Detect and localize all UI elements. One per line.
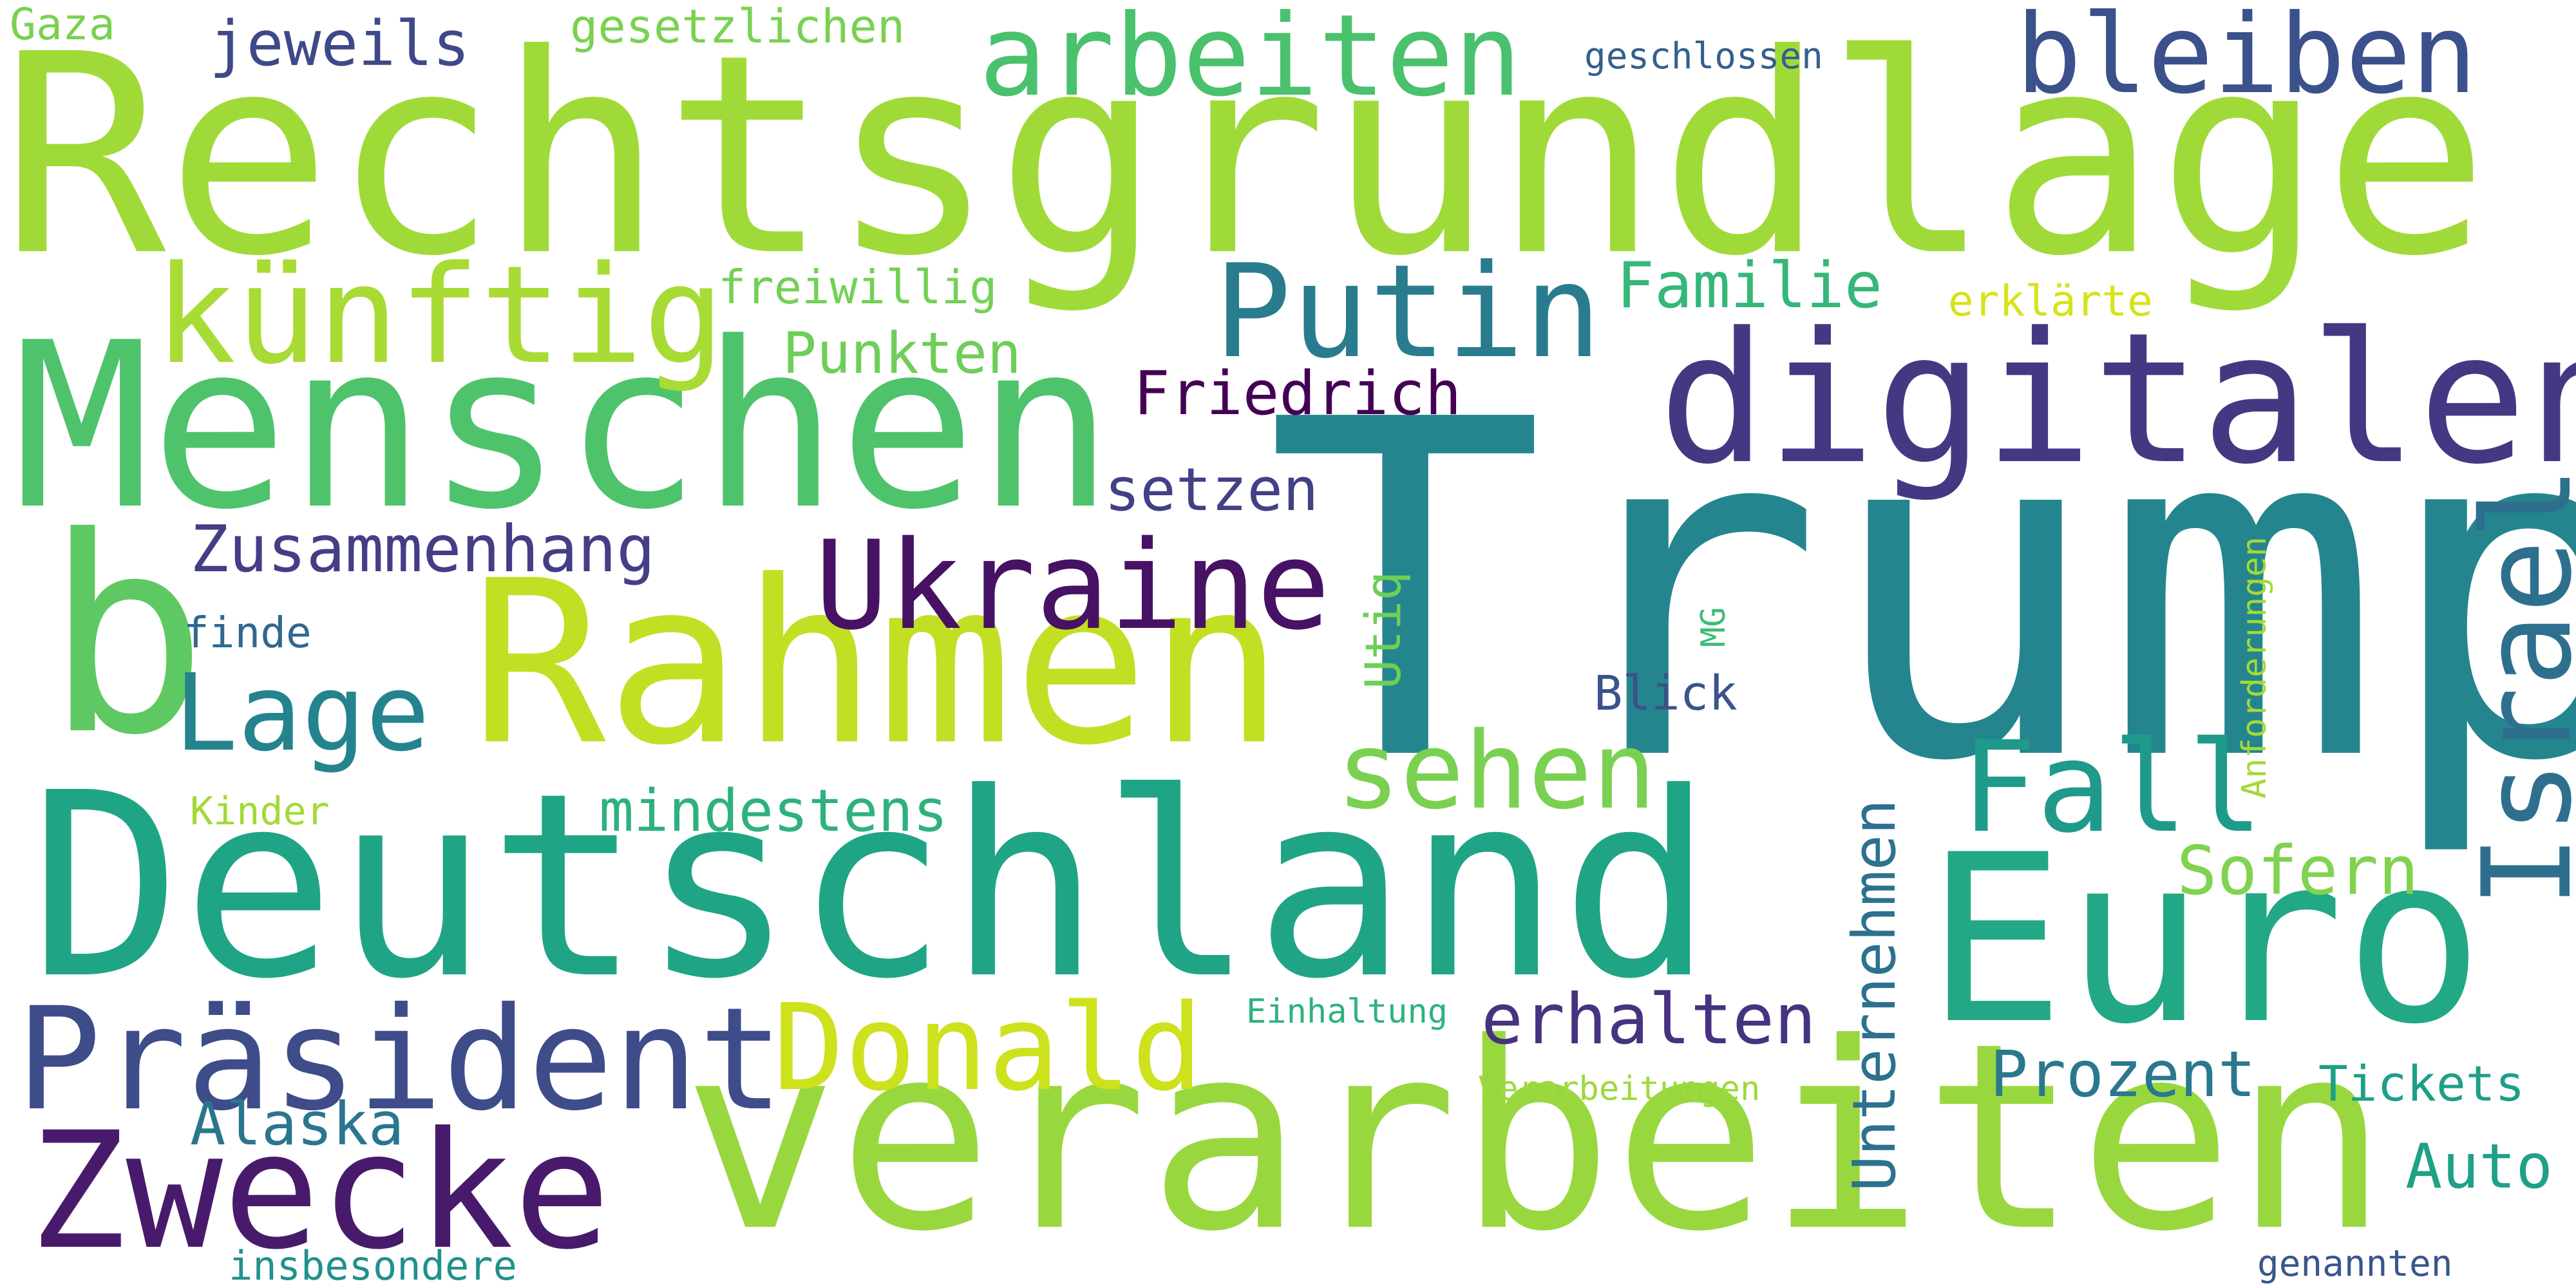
word-jeweils: jeweils — [209, 8, 470, 80]
word-geschlossen: geschlossen — [1584, 35, 1823, 77]
word-freiwillig: freiwillig — [718, 260, 998, 314]
word-zusammenhang: Zusammenhang — [190, 511, 656, 587]
word-mg: MG — [1694, 607, 1733, 647]
word-donald: Donald — [773, 978, 1204, 1117]
word-mindestens: mindestens — [599, 777, 948, 845]
word-praesident: Präsident — [16, 977, 784, 1142]
word-fall: Fall — [1961, 714, 2264, 860]
word-anforderungen: Anforderungen — [2235, 536, 2274, 799]
word-menschen: Menschen — [13, 293, 1114, 560]
word-gesetzlichen: gesetzlichen — [570, 0, 905, 53]
word-genannten: genannten — [2257, 1243, 2453, 1285]
word-ukraine: Ukraine — [815, 515, 1331, 657]
word-unternehmen: Unternehmen — [1840, 799, 1909, 1191]
word-erhalten: erhalten — [1481, 980, 1817, 1060]
word-zwecke: Zwecke — [29, 1097, 611, 1285]
word-lage: Lage — [174, 651, 430, 775]
word-sofern: Sofern — [2177, 831, 2419, 910]
word-trump: Trump — [1265, 323, 2576, 862]
word-punkten: Punkten — [782, 320, 1021, 386]
word-friedrich: Friedrich — [1133, 359, 1462, 429]
word-tickets: Tickets — [2318, 1055, 2525, 1112]
word-blick: Blick — [1594, 666, 1738, 721]
word-putin: Putin — [1214, 237, 1602, 387]
word-insbesondere: insbesondere — [229, 1242, 517, 1288]
word-israel: Israel — [2456, 466, 2576, 908]
word-erklaerte: erklärte — [1948, 276, 2153, 326]
word-familie: Familie — [1616, 249, 1883, 323]
word-deutschland: Deutschland — [29, 739, 1714, 1035]
word-b: b — [45, 480, 208, 795]
word-rahmen: Rahmen — [470, 532, 1285, 795]
word-kuenftig: künftig — [155, 236, 725, 394]
word-sehen: sehen — [1336, 709, 1656, 833]
word-verarbeitungen: Verarbeitungen — [1478, 1070, 1761, 1108]
word-digitalen: digitalen — [1658, 294, 2576, 504]
word-euro: Euro — [1926, 805, 2484, 1075]
word-einhaltung: Einhaltung — [1246, 992, 1448, 1031]
word-rechtsgrundlage: Rechtsgrundlage — [0, 0, 2490, 316]
word-gaza: Gaza — [10, 0, 115, 50]
word-prozent: Prozent — [1990, 1038, 2257, 1112]
word-utiq: Utiq — [1354, 571, 1412, 689]
word-setzen: setzen — [1104, 455, 1319, 524]
word-verarbeiten: verarbeiten — [683, 989, 2389, 1288]
word-alaska: Alaska — [190, 1090, 404, 1159]
word-auto: Auto — [2405, 1132, 2553, 1202]
word-arbeiten: arbeiten — [979, 0, 1522, 122]
word-finde: finde — [184, 608, 312, 658]
word-bleiben: bleiben — [2016, 0, 2477, 118]
word-kinder: Kinder — [190, 789, 330, 834]
